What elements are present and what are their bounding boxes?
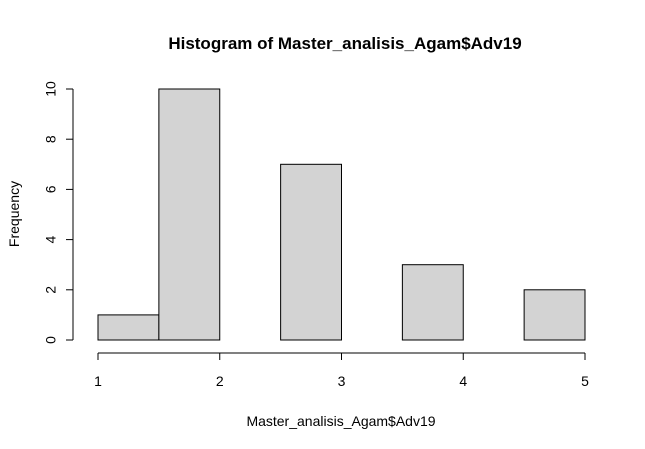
y-tick-label: 6: [43, 185, 59, 193]
histogram-bar: [158, 88, 221, 341]
x-tick-label: 4: [459, 373, 467, 389]
y-tick-label: 10: [43, 81, 59, 97]
chart-title: Histogram of Master_analisis_Agam$Adv19: [168, 34, 521, 53]
y-tick-label: 2: [43, 286, 59, 294]
x-tick-label: 2: [216, 373, 224, 389]
x-tick-label: 5: [581, 373, 589, 389]
x-axis-label: Master_analisis_Agam$Adv19: [246, 413, 435, 429]
histogram-bar: [401, 264, 464, 341]
y-tick-label: 8: [43, 135, 59, 143]
y-tick-label: 4: [43, 235, 59, 243]
histogram-bar: [97, 314, 160, 341]
x-tick-label: 1: [94, 373, 102, 389]
histogram-bar: [280, 163, 342, 341]
histogram-bar: [523, 289, 586, 341]
bars-group: [97, 88, 586, 341]
x-tick-label: 3: [338, 373, 346, 389]
y-tick-label: 0: [43, 336, 59, 344]
x-axis: 1 2 3 4 5: [94, 352, 589, 389]
y-axis-label: Frequency: [6, 181, 22, 247]
y-axis: 0 2 4 6 8 10: [43, 81, 74, 344]
